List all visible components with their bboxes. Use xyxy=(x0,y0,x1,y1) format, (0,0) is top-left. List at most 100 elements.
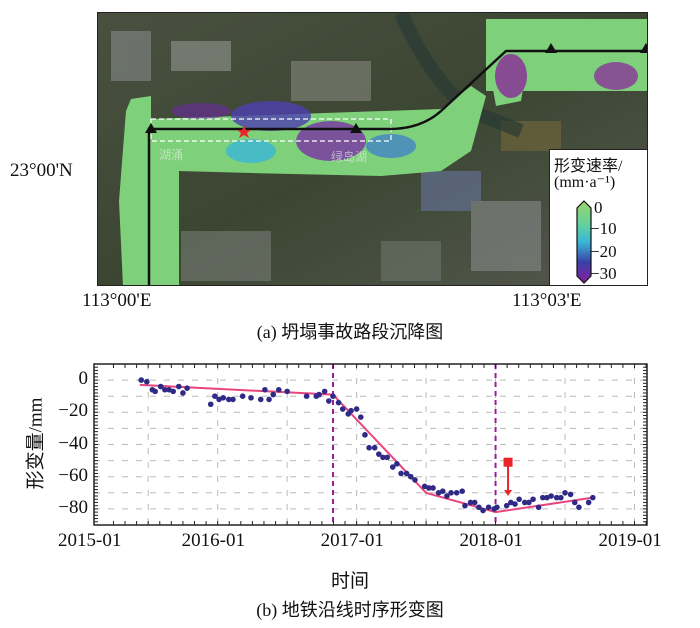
legend-tick: −30 xyxy=(590,264,617,283)
data-point xyxy=(207,401,214,408)
data-point xyxy=(326,398,332,404)
y-tick-label: −20 xyxy=(58,400,88,422)
data-point xyxy=(403,470,410,477)
subsidence-map: 湖涌 绿岛湖 形变速率/ (mm·a⁻¹) 0 −10 −20 −30 xyxy=(97,12,648,286)
legend-tick: −20 xyxy=(590,242,617,261)
y-tick-label: −60 xyxy=(58,464,88,486)
data-point xyxy=(394,461,400,467)
x-axis-label: 时间 xyxy=(330,571,369,592)
data-point xyxy=(398,470,404,477)
data-point xyxy=(485,504,492,511)
data-point xyxy=(576,504,582,511)
data-point xyxy=(335,399,342,406)
station-icon xyxy=(350,123,362,133)
data-point xyxy=(516,496,522,503)
x-tick-label: 2019-01 xyxy=(598,530,662,551)
x-tick-label: 2018-01 xyxy=(459,530,523,551)
data-point xyxy=(590,494,596,501)
data-point xyxy=(562,490,568,496)
axis-ticks xyxy=(94,363,647,526)
legend-tick: 0 xyxy=(594,198,603,217)
data-point xyxy=(521,499,528,506)
data-point xyxy=(526,499,532,506)
x-tick-label: 2015-01 xyxy=(58,530,122,551)
longitude-label-west: 113°00'E xyxy=(82,290,152,311)
data-point xyxy=(316,391,322,398)
station-icon xyxy=(145,123,157,133)
data-point xyxy=(476,504,482,511)
data-point xyxy=(362,432,368,438)
data-point xyxy=(548,493,554,499)
data-point xyxy=(503,502,510,509)
data-point xyxy=(321,388,328,395)
data-point xyxy=(539,494,546,501)
data-point xyxy=(553,494,560,501)
y-tick-label: −80 xyxy=(58,496,88,518)
metro-line xyxy=(147,49,647,285)
data-point xyxy=(494,504,500,511)
data-point xyxy=(212,393,218,400)
accident-star-icon xyxy=(237,125,251,138)
fit-line xyxy=(139,383,593,514)
data-point xyxy=(170,388,176,395)
chart-caption: (b) 地铁沿线时序形变图 xyxy=(256,600,444,620)
data-point xyxy=(530,496,536,503)
data-point xyxy=(567,491,574,498)
data-point xyxy=(157,383,164,390)
data-point xyxy=(585,499,592,506)
station-icon xyxy=(640,43,647,53)
colorbar xyxy=(576,200,592,284)
data-point xyxy=(330,393,336,400)
data-point xyxy=(266,396,272,403)
place-label-huchong: 湖涌 xyxy=(159,147,183,162)
colorbar-legend: 形变速率/ (mm·a⁻¹) 0 −10 −20 −30 xyxy=(549,149,647,285)
data-point xyxy=(453,490,460,496)
data-point xyxy=(180,390,186,396)
data-point xyxy=(430,485,436,491)
data-point xyxy=(353,406,360,412)
data-point xyxy=(230,396,236,403)
data-point xyxy=(426,485,432,491)
data-point xyxy=(480,507,486,514)
station-icons xyxy=(145,43,647,133)
fit-polyline xyxy=(139,383,593,514)
data-point xyxy=(357,414,364,420)
data-point xyxy=(412,477,418,483)
data-point xyxy=(535,504,542,511)
data-point xyxy=(262,386,268,393)
data-point xyxy=(275,386,282,393)
station-icon xyxy=(545,43,557,53)
legend-title: 形变速率/ xyxy=(554,158,623,175)
data-points xyxy=(138,377,596,514)
data-point xyxy=(284,388,290,395)
data-point xyxy=(270,391,277,398)
data-point xyxy=(162,386,168,393)
data-point xyxy=(462,502,468,509)
data-point xyxy=(152,388,158,395)
data-point xyxy=(512,501,518,507)
data-point xyxy=(225,396,232,403)
data-point xyxy=(439,488,446,494)
annotation-arrow xyxy=(503,457,513,497)
x-tick-label: 2017-01 xyxy=(320,530,384,551)
x-tick-label: 2016-01 xyxy=(181,530,245,551)
data-point xyxy=(376,451,382,457)
data-point xyxy=(471,499,478,506)
data-point xyxy=(339,406,346,412)
map-caption: (a) 坍塌事故路段沉降图 xyxy=(256,322,444,342)
data-point xyxy=(138,377,145,383)
latitude-label: 23°00'N xyxy=(10,160,73,181)
data-point xyxy=(558,494,564,501)
data-point xyxy=(467,499,474,506)
data-point xyxy=(239,393,246,400)
data-point xyxy=(303,393,310,400)
data-point xyxy=(257,396,264,403)
y-tick-label: 0 xyxy=(78,368,89,390)
data-point xyxy=(459,488,466,494)
data-point xyxy=(348,407,354,414)
data-point xyxy=(384,454,390,461)
y-tick-label: −40 xyxy=(58,432,88,454)
data-point xyxy=(371,444,378,451)
legend-tick: −10 xyxy=(590,219,617,238)
